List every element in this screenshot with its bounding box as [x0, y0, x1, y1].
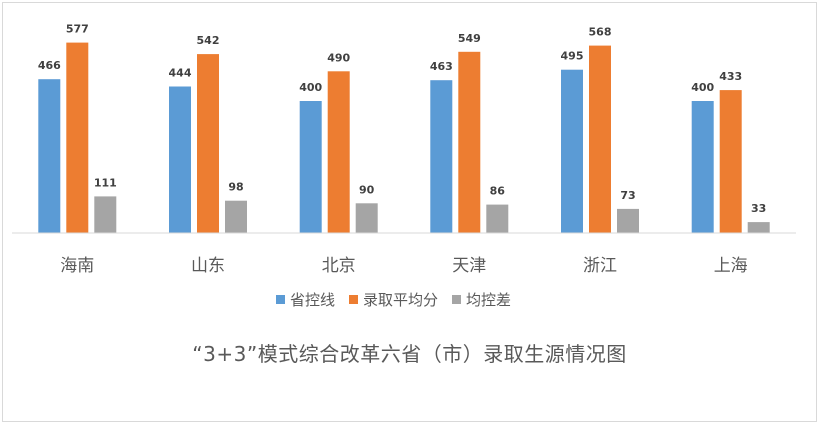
- bar-score-gap-5: [617, 208, 639, 233]
- data-label-average-score-1: 577: [66, 23, 89, 36]
- bar-average-score-2: [197, 54, 219, 233]
- category-label-3: 北京: [322, 256, 356, 276]
- legend-item-average-score: 录取平均分: [349, 289, 438, 310]
- bar-provincial-line-1: [38, 79, 61, 233]
- data-label-provincial-line-3: 400: [299, 81, 322, 94]
- bars-group: [38, 42, 770, 233]
- legend-item-score-gap: 均控差: [452, 289, 511, 310]
- category-label-2: 山东: [191, 256, 225, 276]
- category-label-4: 天津: [452, 256, 486, 276]
- bar-average-score-6: [719, 90, 742, 233]
- bar-average-score-5: [589, 45, 611, 233]
- data-label-score-gap-5: 73: [620, 189, 635, 202]
- legend-item-provincial-line: 省控线: [276, 289, 335, 310]
- data-label-average-score-4: 549: [458, 32, 481, 45]
- data-label-score-gap-6: 33: [751, 202, 766, 215]
- data-label-average-score-3: 490: [327, 51, 350, 64]
- data-label-score-gap-4: 86: [490, 185, 506, 198]
- data-label-provincial-line-1: 466: [38, 59, 61, 72]
- data-label-average-score-5: 568: [589, 26, 612, 39]
- category-label-5: 浙江: [583, 256, 617, 276]
- bar-score-gap-3: [355, 203, 378, 233]
- bar-provincial-line-4: [430, 80, 453, 233]
- bar-average-score-3: [327, 71, 350, 233]
- data-label-provincial-line-4: 463: [430, 60, 453, 73]
- legend-swatch-provincial-line: [276, 295, 285, 304]
- bar-score-gap-4: [486, 204, 509, 233]
- category-label-6: 上海: [714, 256, 748, 276]
- bar-provincial-line-2: [169, 86, 191, 233]
- data-label-average-score-6: 433: [719, 70, 742, 83]
- category-labels-group: 海南 山东 北京 天津 浙江 上海: [60, 256, 747, 276]
- bar-provincial-line-5: [561, 69, 583, 233]
- bar-average-score-4: [458, 51, 481, 233]
- bar-score-gap-1: [94, 196, 117, 233]
- legend-swatch-score-gap: [452, 295, 462, 304]
- value-labels-group: 466 577 111 444 542 98 400 490 90 463 549 86 495 568 7…: [38, 23, 767, 216]
- legend-label-average-score: 录取平均分: [363, 291, 439, 309]
- bar-provincial-line-3: [299, 101, 322, 233]
- category-label-1: 海南: [60, 256, 94, 276]
- data-label-score-gap-2: 98: [228, 181, 243, 194]
- data-label-provincial-line-2: 444: [169, 67, 192, 80]
- data-label-score-gap-1: 111: [94, 176, 117, 189]
- bar-average-score-1: [66, 42, 89, 233]
- legend-swatch-average-score: [349, 295, 359, 304]
- legend: 省控线 录取平均分 均控差: [276, 289, 511, 310]
- legend-label-provincial-line: 省控线: [290, 291, 336, 309]
- bar-provincial-line-6: [691, 101, 714, 233]
- data-label-provincial-line-6: 400: [691, 81, 714, 94]
- chart-title: “3+3”模式综合改革六省（市）录取生源情况图: [192, 342, 627, 366]
- data-label-score-gap-3: 90: [359, 183, 375, 196]
- data-label-average-score-2: 542: [197, 34, 220, 47]
- data-label-provincial-line-5: 495: [561, 50, 584, 63]
- bar-score-gap-2: [225, 200, 247, 233]
- bar-score-gap-6: [747, 222, 770, 233]
- legend-label-score-gap: 均控差: [466, 291, 512, 309]
